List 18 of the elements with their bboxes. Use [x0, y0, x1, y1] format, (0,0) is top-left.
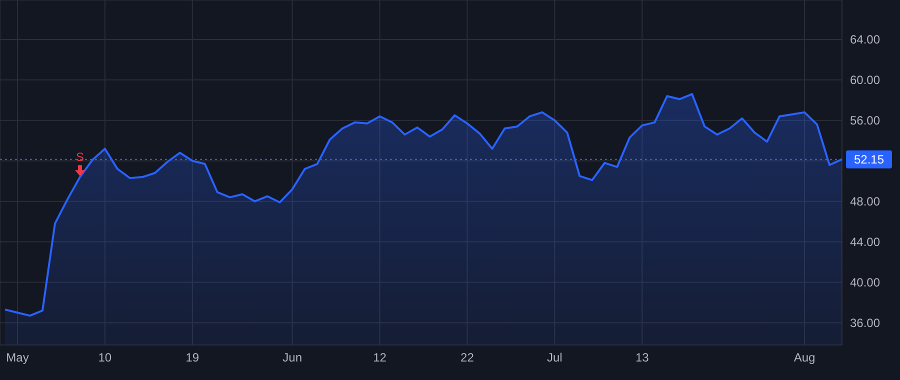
x-tick-label: 19: [186, 350, 200, 365]
x-tick-label: Jul: [547, 350, 562, 365]
y-tick-label: 48.00: [850, 194, 880, 209]
y-tick-label: 36.00: [850, 316, 880, 330]
x-tick-label: Aug: [794, 350, 816, 365]
x-tick-label: Jun: [282, 350, 302, 365]
x-tick-label: 10: [98, 350, 112, 365]
y-tick-label: 64.00: [850, 32, 880, 47]
x-tick-label: 12: [373, 350, 387, 365]
x-tick-label: 13: [635, 350, 650, 365]
x-tick-label: May: [6, 350, 29, 365]
annotation: S: [76, 150, 84, 164]
y-tick-label: 44.00: [850, 235, 880, 250]
y-tick-label: 40.00: [850, 276, 880, 290]
y-tick-label: 60.00: [850, 73, 880, 88]
ref-line-label: 52.15: [854, 152, 884, 166]
x-tick-label: 22: [460, 350, 474, 365]
y-tick-label: 56.00: [850, 114, 880, 128]
